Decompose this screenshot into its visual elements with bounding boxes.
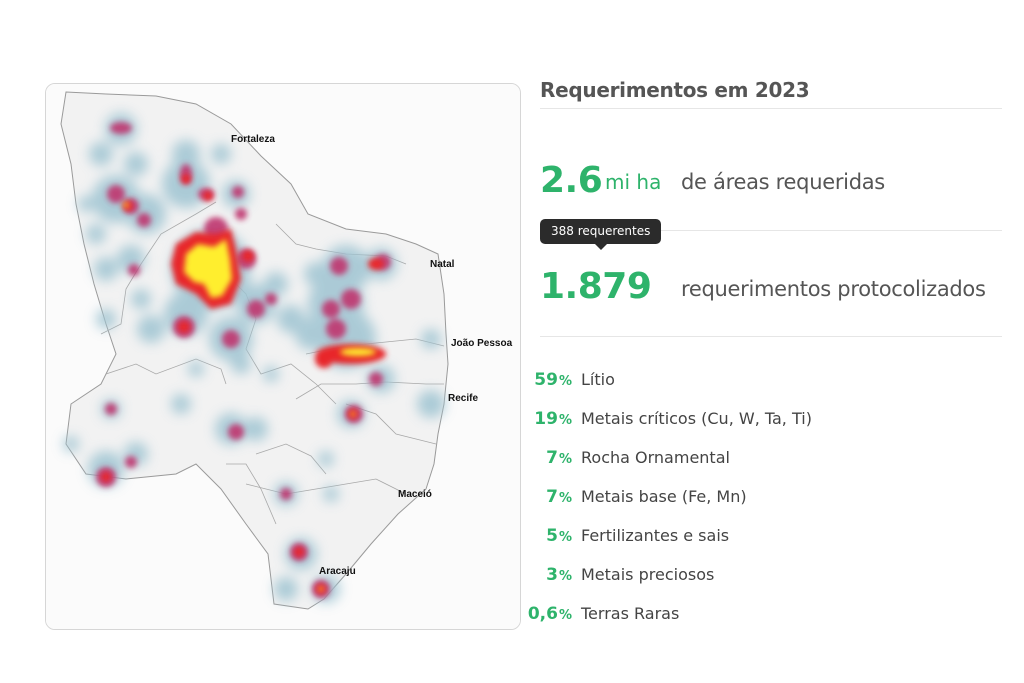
city-label-maceio: Maceió [398,489,432,500]
city-label-natal: Natal [430,259,455,270]
city-label-recife: Recife [448,393,479,404]
category-label: Metais críticos (Cu, W, Ta, Ti) [581,409,812,428]
requests-tooltip: 388 requerentes [540,219,662,250]
area-label: de áreas requeridas [681,170,885,194]
category-list: 59% Lítio 19% Metais críticos (Cu, W, Ta… [528,370,1004,643]
category-row: 59% Lítio [534,370,1004,409]
category-row: 3% Metais preciosos [534,565,1004,604]
divider [540,108,1002,109]
category-row: 0,6% Terras Raras [528,604,1004,643]
area-unit: mi ha [605,170,662,194]
heatmap-card[interactable]: Fortaleza Natal João Pessoa Recife Macei… [45,83,521,630]
panel-title: Requerimentos em 2023 [540,78,810,102]
divider [540,230,1002,231]
city-label-aracaju: Aracaju [319,566,356,577]
area-value: 2.6 [540,160,603,201]
divider [540,336,1002,337]
category-label: Terras Raras [581,604,680,623]
category-label: Metais preciosos [581,565,715,584]
category-row: 7% Rocha Ornamental [534,448,1004,487]
category-percent: 0,6% [527,604,572,624]
heatmap-svg[interactable] [46,84,520,629]
category-label: Lítio [581,370,615,389]
city-label-fortaleza: Fortaleza [231,134,275,145]
category-percent: 7% [546,448,572,468]
category-label: Rocha Ornamental [581,448,730,467]
category-label: Metais base (Fe, Mn) [581,487,747,506]
heat-peak-layer [123,202,376,591]
category-percent: 19% [534,409,572,429]
category-percent: 59% [534,370,572,390]
category-row: 5% Fertilizantes e sais [534,526,1004,565]
category-percent: 7% [546,487,572,507]
category-percent: 3% [546,565,572,585]
city-label-joao-pessoa: João Pessoa [451,338,513,349]
category-label: Fertilizantes e sais [581,526,730,545]
category-row: 19% Metais críticos (Cu, W, Ta, Ti) [534,409,1004,448]
category-percent: 5% [546,526,572,546]
category-row: 7% Metais base (Fe, Mn) [534,487,1004,526]
requests-label: requerimentos protocolizados [681,277,986,301]
requests-value[interactable]: 1.879 [540,266,652,307]
